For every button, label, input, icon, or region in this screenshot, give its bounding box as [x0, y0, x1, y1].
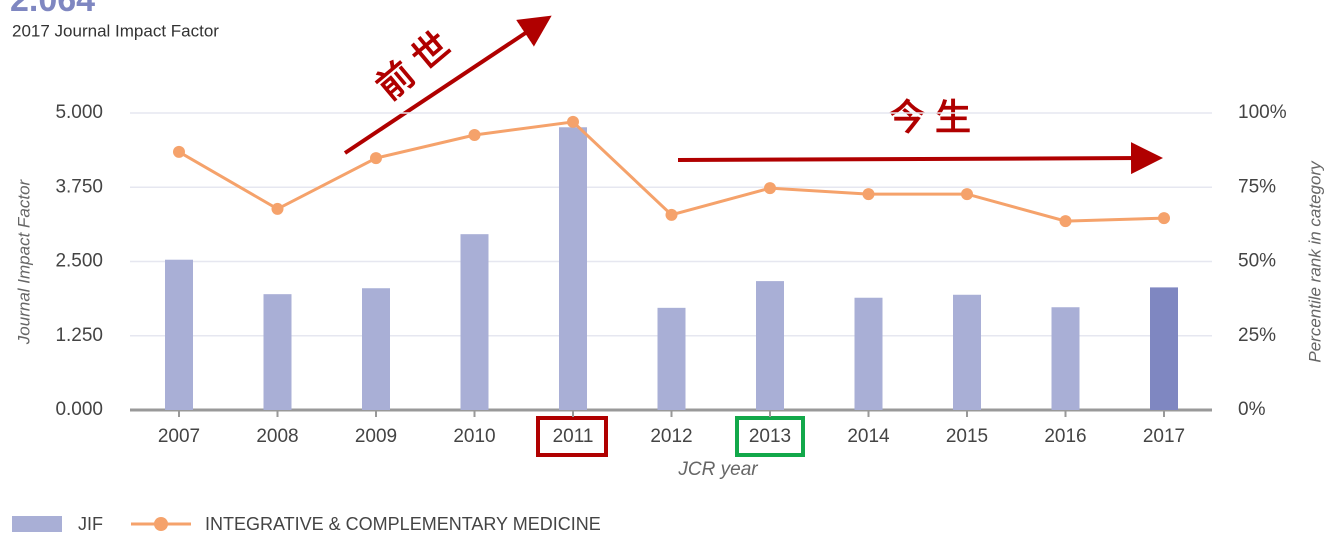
- legend-label: JIF: [78, 514, 103, 534]
- x-tick-label: 2008: [256, 426, 298, 447]
- highlight-box: [735, 416, 805, 457]
- point: [862, 188, 875, 201]
- y2-tick-label: 50%: [1238, 251, 1276, 272]
- x-tick-label: 2015: [946, 426, 988, 447]
- headline: 2.064: [10, 0, 95, 19]
- x-tick-label: 2012: [650, 426, 692, 447]
- arrow: [343, 15, 552, 155]
- y2-tick-label: 0%: [1238, 399, 1266, 420]
- bar: [854, 297, 883, 410]
- y-tick-label: 0.000: [55, 399, 103, 420]
- point: [468, 128, 481, 141]
- highlight-box: [536, 416, 608, 457]
- y-tick-label: 3.750: [55, 176, 103, 197]
- bar: [1051, 307, 1080, 410]
- line: [178, 120, 1165, 223]
- bar: [460, 234, 489, 410]
- x-tick-label: 2017: [1143, 426, 1185, 447]
- x-tick-label: 2010: [453, 426, 495, 447]
- point: [271, 202, 284, 215]
- point: [370, 152, 382, 165]
- y2-tick-label: 25%: [1238, 325, 1276, 346]
- x-tick-label: 2011: [553, 426, 594, 447]
- annotation: 今 生: [889, 97, 971, 138]
- y2-tick-label: 100%: [1238, 102, 1287, 123]
- subtitle: 2017 Journal Impact Factor: [12, 21, 219, 40]
- bar: [263, 294, 292, 410]
- legend-swatch: [12, 516, 62, 532]
- x-tick-label: 2009: [355, 426, 397, 447]
- bar: [756, 281, 784, 410]
- arrow: [677, 142, 1163, 175]
- bar: [165, 259, 193, 410]
- point: [961, 188, 973, 201]
- y2-axis-label: Percentile rank in category: [1305, 160, 1324, 363]
- x-tick-label: 2016: [1044, 426, 1086, 447]
- annotation: 前 世: [368, 24, 457, 108]
- x-tick-label: 2013: [749, 426, 791, 447]
- legend-swatch: [154, 517, 168, 531]
- point: [173, 145, 185, 158]
- point: [1059, 215, 1072, 228]
- bar: [362, 288, 390, 410]
- bar: [953, 294, 981, 410]
- x-tick-label: 2007: [158, 426, 200, 447]
- x-axis-label: JCR year: [677, 459, 758, 480]
- x-tick-label: 2014: [847, 426, 890, 447]
- y-tick-label: 5.000: [55, 102, 103, 123]
- bar: [1150, 287, 1178, 410]
- bar: [657, 307, 686, 410]
- y-tick-label: 1.250: [55, 325, 103, 346]
- y2-tick-label: 75%: [1238, 176, 1276, 197]
- point: [764, 182, 776, 195]
- legend-label: INTEGRATIVE & COMPLEMENTARY MEDICINE: [205, 514, 601, 534]
- point: [665, 208, 678, 221]
- y-axis-label: Journal Impact Factor: [14, 178, 33, 345]
- bar: [559, 127, 587, 411]
- y-tick-label: 2.500: [55, 251, 103, 272]
- point: [1158, 212, 1170, 225]
- point: [567, 115, 579, 128]
